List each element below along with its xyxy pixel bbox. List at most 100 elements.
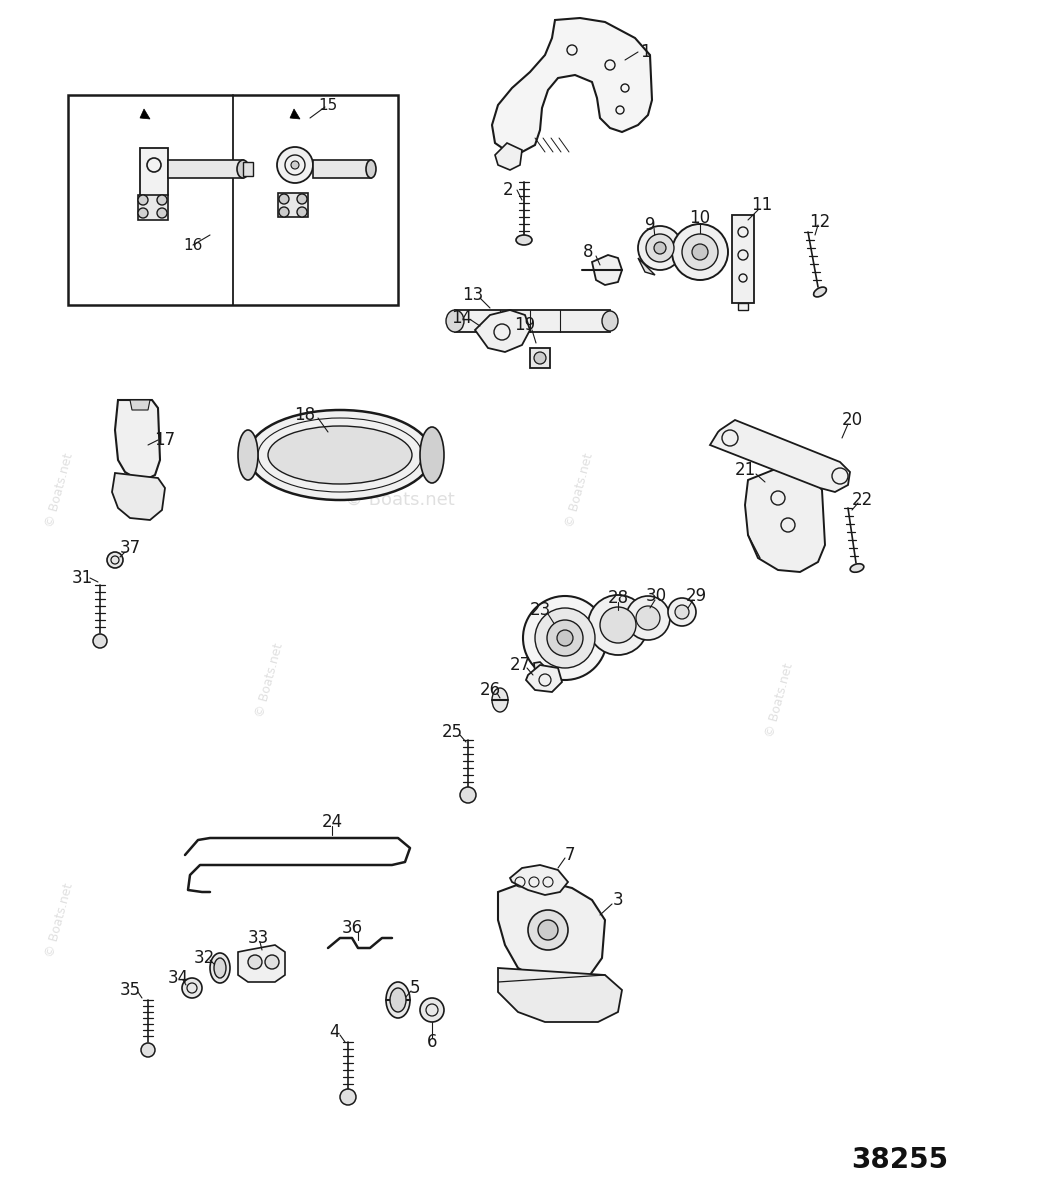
Text: 19: 19: [514, 316, 536, 334]
Circle shape: [182, 978, 202, 998]
Circle shape: [138, 194, 148, 205]
Circle shape: [600, 607, 636, 643]
Circle shape: [107, 552, 123, 568]
Circle shape: [420, 998, 444, 1022]
Text: 30: 30: [646, 587, 667, 605]
Bar: [68, 95, 398, 305]
Text: 32: 32: [193, 949, 214, 967]
Text: 9: 9: [645, 216, 655, 234]
Text: 4: 4: [330, 1022, 341, 1040]
Circle shape: [646, 234, 674, 262]
Text: © Boats.net: © Boats.net: [564, 451, 596, 528]
Text: 25: 25: [441, 722, 463, 740]
Text: 17: 17: [155, 431, 176, 449]
Circle shape: [265, 955, 279, 970]
Polygon shape: [238, 946, 285, 982]
Polygon shape: [498, 882, 605, 982]
Ellipse shape: [446, 310, 464, 332]
Ellipse shape: [214, 958, 226, 978]
Bar: [732, 215, 754, 302]
Ellipse shape: [420, 427, 444, 482]
Text: 22: 22: [852, 491, 873, 509]
Circle shape: [460, 787, 477, 803]
Text: 26: 26: [480, 680, 501, 698]
Bar: [138, 194, 168, 220]
Ellipse shape: [602, 311, 618, 331]
Ellipse shape: [268, 426, 412, 484]
Circle shape: [157, 194, 167, 205]
Bar: [314, 160, 371, 178]
Text: 5: 5: [410, 979, 420, 997]
Text: 24: 24: [322, 814, 343, 830]
Text: 16: 16: [183, 238, 203, 252]
Circle shape: [279, 194, 289, 204]
Circle shape: [668, 598, 696, 626]
Text: 11: 11: [751, 196, 772, 214]
Polygon shape: [738, 302, 748, 310]
Ellipse shape: [210, 953, 230, 983]
Circle shape: [692, 244, 709, 260]
Circle shape: [535, 608, 595, 668]
Circle shape: [672, 224, 728, 280]
Text: © Boats.net: © Boats.net: [254, 642, 286, 719]
Circle shape: [682, 234, 718, 270]
Polygon shape: [593, 254, 622, 284]
Circle shape: [636, 606, 660, 630]
Text: 1: 1: [640, 43, 650, 61]
Text: © Boats.net: © Boats.net: [764, 661, 796, 738]
Circle shape: [277, 146, 314, 182]
Circle shape: [638, 226, 682, 270]
Text: 31: 31: [71, 569, 93, 587]
Ellipse shape: [851, 564, 864, 572]
Ellipse shape: [814, 287, 827, 296]
Ellipse shape: [248, 410, 432, 500]
Text: 23: 23: [530, 601, 551, 619]
Polygon shape: [526, 665, 562, 692]
Text: 37: 37: [119, 539, 141, 557]
Polygon shape: [495, 143, 522, 170]
Text: © Boats.net: © Boats.net: [44, 451, 76, 528]
Text: 3: 3: [612, 890, 623, 910]
Ellipse shape: [386, 982, 410, 1018]
Ellipse shape: [390, 988, 407, 1012]
Bar: [168, 160, 243, 178]
Bar: [243, 162, 253, 176]
Bar: [455, 310, 610, 332]
Circle shape: [157, 208, 167, 218]
Text: 33: 33: [248, 929, 269, 947]
Circle shape: [340, 1090, 356, 1105]
Circle shape: [297, 206, 307, 217]
Circle shape: [522, 596, 607, 680]
Circle shape: [248, 955, 262, 970]
Polygon shape: [115, 400, 160, 480]
Text: 13: 13: [462, 286, 484, 304]
Text: 7: 7: [564, 846, 575, 864]
Text: 35: 35: [119, 982, 141, 998]
Circle shape: [547, 620, 583, 656]
Polygon shape: [530, 348, 550, 368]
Circle shape: [654, 242, 666, 254]
Circle shape: [557, 630, 573, 646]
Text: 18: 18: [295, 406, 316, 424]
Circle shape: [626, 596, 670, 640]
Bar: [278, 193, 308, 217]
Circle shape: [534, 352, 545, 364]
Circle shape: [675, 605, 689, 619]
Text: 14: 14: [451, 308, 472, 326]
Text: 2: 2: [503, 181, 513, 199]
Circle shape: [291, 161, 299, 169]
Text: 27: 27: [510, 656, 531, 674]
Polygon shape: [498, 968, 622, 1022]
Ellipse shape: [366, 160, 376, 178]
Polygon shape: [130, 400, 150, 410]
Circle shape: [93, 634, 107, 648]
Polygon shape: [534, 662, 555, 680]
Circle shape: [141, 1043, 155, 1057]
Circle shape: [138, 208, 148, 218]
Polygon shape: [140, 148, 168, 208]
Text: 36: 36: [342, 919, 363, 937]
Circle shape: [279, 206, 289, 217]
Polygon shape: [492, 18, 652, 152]
Circle shape: [588, 595, 648, 655]
Text: 12: 12: [810, 214, 831, 230]
